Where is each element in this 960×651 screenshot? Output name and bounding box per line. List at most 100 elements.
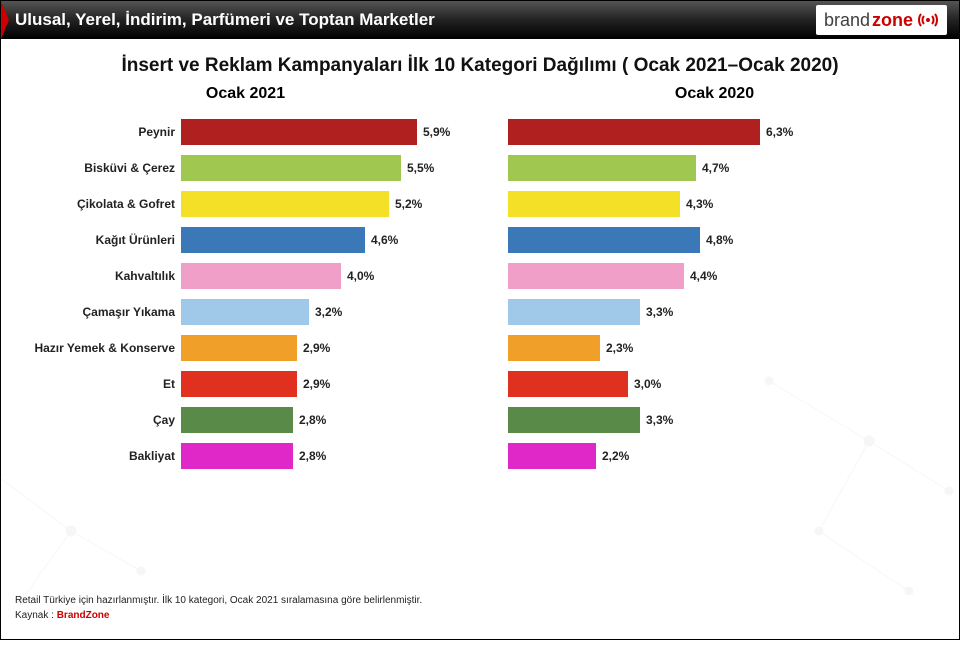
- value-label: 4,3%: [686, 197, 713, 211]
- bar: [508, 227, 700, 253]
- bar-row: Kahvaltılık4,0%: [31, 259, 460, 293]
- header-title: Ulusal, Yerel, İndirim, Parfümeri ve Top…: [15, 10, 435, 30]
- brand-text-part2: zone: [872, 10, 913, 31]
- bar-row: Bisküvi & Çerez 5,5%: [31, 151, 460, 185]
- bar-zone: 2,3%: [508, 335, 929, 361]
- value-label: 5,9%: [423, 125, 450, 139]
- bar-row: 4,7%: [500, 151, 929, 185]
- bar: [508, 299, 640, 325]
- bar-row: 3,0%: [500, 367, 929, 401]
- bar: [181, 299, 309, 325]
- bar-row: 6,3%: [500, 115, 929, 149]
- bar-row: 2,2%: [500, 439, 929, 473]
- charts-container: Ocak 2021 Peynir 5,9% Bisküvi & Çerez 5,5% Çi…: [1, 85, 959, 475]
- bar-row: 4,3%: [500, 187, 929, 221]
- bar-row: 4,4%: [500, 259, 929, 293]
- bar-zone: 4,0%: [181, 263, 460, 289]
- category-label: Peynir: [31, 125, 181, 139]
- bar-zone: 4,7%: [508, 155, 929, 181]
- bar-zone: 3,0%: [508, 371, 929, 397]
- value-label: 2,8%: [299, 413, 326, 427]
- bar-row: 4,8%: [500, 223, 929, 257]
- brand-logo: brandzone: [816, 5, 947, 35]
- category-label: Bakliyat: [31, 449, 181, 463]
- bar-row: Hazır Yemek & Konserve 2,9%: [31, 331, 460, 365]
- bar-row: 3,3%: [500, 403, 929, 437]
- value-label: 3,3%: [646, 413, 673, 427]
- bar: [508, 263, 684, 289]
- bar-row: Kağıt Ürünleri 4,6%: [31, 223, 460, 257]
- chart-column: Ocak 2020 6,3% 4,7% 4,3% 4,8% 4,4% 3,3% 2,3% 3,0…: [500, 85, 929, 475]
- value-label: 5,5%: [407, 161, 434, 175]
- bar-row: 2,3%: [500, 331, 929, 365]
- brand-text-part1: brand: [824, 10, 870, 31]
- bar: [508, 335, 600, 361]
- value-label: 4,4%: [690, 269, 717, 283]
- chart-area: 6,3% 4,7% 4,3% 4,8% 4,4% 3,3% 2,3% 3,0% 3,3% 2,2%: [500, 115, 929, 473]
- category-label: Hazır Yemek & Konserve: [31, 341, 181, 355]
- chart-column-title: Ocak 2020: [500, 85, 929, 103]
- bar: [508, 407, 640, 433]
- bar: [508, 119, 760, 145]
- bar: [508, 371, 628, 397]
- chart-column: Ocak 2021 Peynir 5,9% Bisküvi & Çerez 5,5% Çi…: [31, 85, 460, 475]
- header-accent: [1, 1, 9, 39]
- bar: [181, 371, 297, 397]
- category-label: Çay: [31, 413, 181, 427]
- chart-main-title: İnsert ve Reklam Kampanyaları İlk 10 Kat…: [1, 55, 959, 77]
- bar-row: Çikolata & Gofret5,2%: [31, 187, 460, 221]
- category-label: Çamaşır Yıkama: [31, 305, 181, 319]
- bar-zone: 2,9%: [181, 335, 460, 361]
- bar-zone: 3,3%: [508, 407, 929, 433]
- category-label: Et: [31, 377, 181, 391]
- bar-zone: 5,9%: [181, 119, 460, 145]
- value-label: 6,3%: [766, 125, 793, 139]
- value-label: 4,6%: [371, 233, 398, 247]
- brand-wifi-icon: [917, 9, 939, 31]
- bar-zone: 2,8%: [181, 443, 460, 469]
- bar-row: Et 2,9%: [31, 367, 460, 401]
- footnote-line2: Kaynak : BrandZone: [15, 608, 422, 623]
- bar: [181, 119, 417, 145]
- bar-row: Bakliyat 2,8%: [31, 439, 460, 473]
- value-label: 4,8%: [706, 233, 733, 247]
- bar-zone: 4,6%: [181, 227, 460, 253]
- bar-zone: 2,8%: [181, 407, 460, 433]
- bar: [508, 191, 680, 217]
- value-label: 4,0%: [347, 269, 374, 283]
- value-label: 3,2%: [315, 305, 342, 319]
- value-label: 4,7%: [702, 161, 729, 175]
- value-label: 2,3%: [606, 341, 633, 355]
- bar-zone: 3,3%: [508, 299, 929, 325]
- value-label: 2,9%: [303, 341, 330, 355]
- slide-frame: Ulusal, Yerel, İndirim, Parfümeri ve Top…: [0, 0, 960, 640]
- value-label: 2,8%: [299, 449, 326, 463]
- bar-row: Peynir 5,9%: [31, 115, 460, 149]
- bar: [181, 407, 293, 433]
- category-label: Bisküvi & Çerez: [31, 161, 181, 175]
- bar-zone: 2,2%: [508, 443, 929, 469]
- bar-zone: 6,3%: [508, 119, 929, 145]
- footnote: Retail Türkiye için hazırlanmıştır. İlk …: [15, 593, 422, 623]
- bar: [508, 443, 596, 469]
- value-label: 3,3%: [646, 305, 673, 319]
- bar-zone: 2,9%: [181, 371, 460, 397]
- footnote-line1: Retail Türkiye için hazırlanmıştır. İlk …: [15, 593, 422, 608]
- bar-zone: 3,2%: [181, 299, 460, 325]
- bar-zone: 5,2%: [181, 191, 460, 217]
- category-label: Çikolata & Gofret: [31, 197, 181, 211]
- value-label: 2,2%: [602, 449, 629, 463]
- bar-zone: 4,4%: [508, 263, 929, 289]
- bar: [181, 335, 297, 361]
- bar-row: Çay 2,8%: [31, 403, 460, 437]
- value-label: 2,9%: [303, 377, 330, 391]
- bar-row: Çamaşır Yıkama 3,2%: [31, 295, 460, 329]
- bar: [181, 263, 341, 289]
- bar-zone: 4,3%: [508, 191, 929, 217]
- bar: [181, 191, 389, 217]
- bar: [181, 443, 293, 469]
- header-bar: Ulusal, Yerel, İndirim, Parfümeri ve Top…: [1, 1, 959, 39]
- bar: [181, 155, 401, 181]
- category-label: Kağıt Ürünleri: [31, 233, 181, 247]
- chart-column-title: Ocak 2021: [31, 85, 460, 103]
